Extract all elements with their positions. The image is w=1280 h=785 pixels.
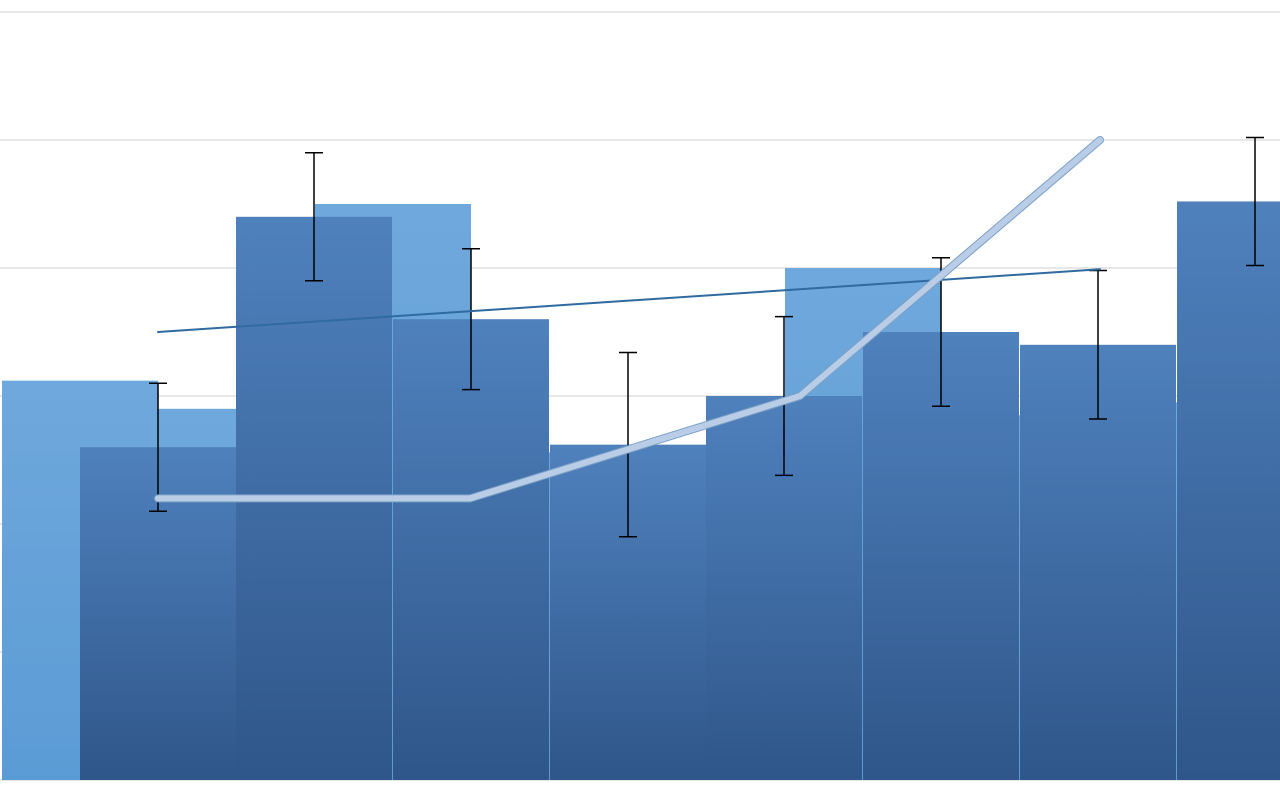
bars-front — [80, 201, 1280, 780]
combo-bar-chart — [0, 0, 1280, 785]
chart-container — [0, 0, 1280, 785]
bar-front — [1177, 201, 1280, 780]
